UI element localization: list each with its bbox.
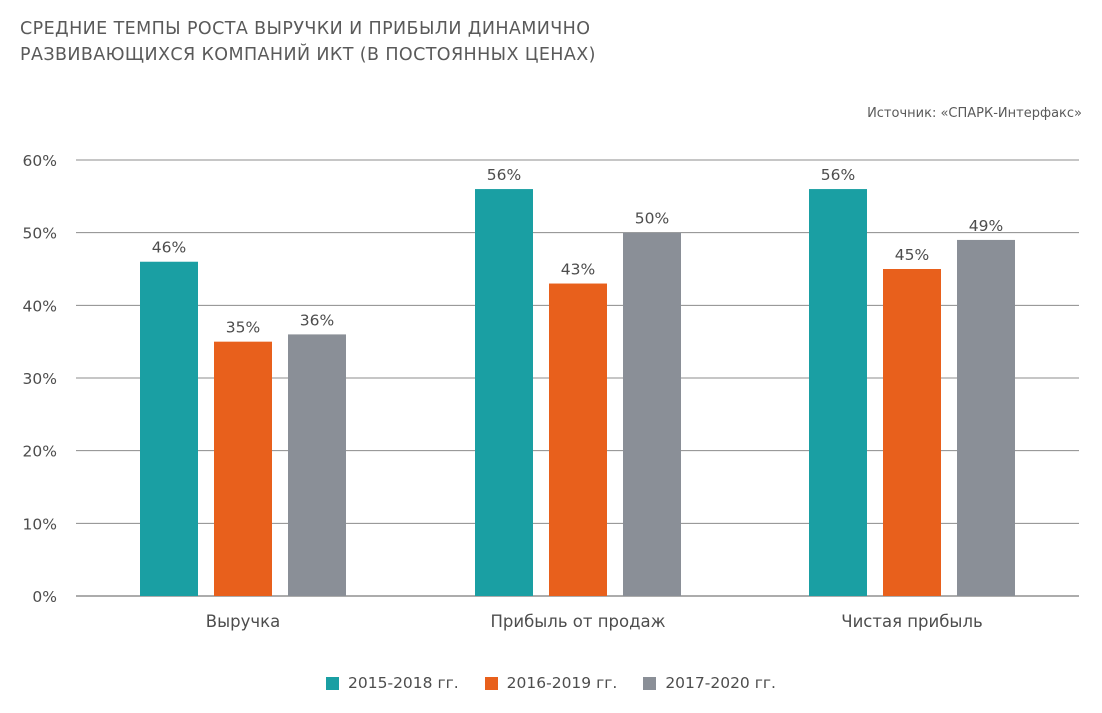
data-label: 56% bbox=[487, 166, 521, 184]
legend-item-2017-2020: 2017-2020 гг. bbox=[643, 674, 776, 692]
y-tick-label: 20% bbox=[23, 443, 57, 461]
legend-swatch bbox=[326, 676, 340, 690]
bar bbox=[288, 334, 346, 596]
category-label: Прибыль от продаж bbox=[490, 612, 665, 631]
data-label: 56% bbox=[821, 166, 855, 184]
bars bbox=[140, 189, 1015, 597]
data-label: 46% bbox=[152, 239, 186, 257]
legend-label: 2017-2020 гг. bbox=[665, 674, 776, 692]
data-label: 36% bbox=[300, 311, 334, 329]
legend: 2015-2018 гг. 2016-2019 гг. 2017-2020 гг… bbox=[0, 674, 1102, 692]
legend-label: 2016-2019 гг. bbox=[506, 674, 618, 692]
data-labels: 46% 35% 36% 56% 43% 50% 56% 45% 49% bbox=[152, 166, 1003, 337]
bar bbox=[809, 189, 867, 597]
y-tick-label: 40% bbox=[23, 297, 57, 315]
bar bbox=[883, 269, 941, 596]
category-label: Чистая прибыль bbox=[841, 612, 982, 631]
chart-title: СРЕДНИЕ ТЕМПЫ РОСТА ВЫРУЧКИ И ПРИБЫЛИ ДИ… bbox=[20, 16, 596, 68]
bar bbox=[214, 341, 272, 596]
bar bbox=[957, 239, 1015, 596]
data-label: 45% bbox=[895, 246, 929, 264]
source-note: Источник: «СПАРК-Интерфакс» bbox=[867, 106, 1082, 121]
category-labels: Выручка Прибыль от продаж Чистая прибыль bbox=[206, 612, 983, 631]
bar bbox=[140, 261, 198, 596]
y-tick-label: 60% bbox=[23, 152, 57, 170]
legend-item-2015-2018: 2015-2018 гг. bbox=[326, 674, 459, 692]
legend-label: 2015-2018 гг. bbox=[348, 674, 459, 692]
bar bbox=[623, 232, 681, 596]
data-label: 50% bbox=[635, 210, 669, 228]
chart-title-line-1: СРЕДНИЕ ТЕМПЫ РОСТА ВЫРУЧКИ И ПРИБЫЛИ ДИ… bbox=[20, 19, 591, 39]
y-tick-label: 10% bbox=[23, 515, 57, 533]
y-tick-label: 30% bbox=[23, 370, 57, 388]
y-tick-label: 0% bbox=[32, 588, 57, 606]
chart-title-line-2: РАЗВИВАЮЩИХСЯ КОМПАНИЙ ИКТ (В ПОСТОЯННЫХ… bbox=[20, 45, 596, 65]
data-label: 43% bbox=[561, 261, 595, 279]
legend-swatch bbox=[484, 676, 498, 690]
data-label: 49% bbox=[969, 217, 1003, 235]
y-axis-tick-labels: 0% 10% 20% 30% 40% 50% 60% bbox=[23, 152, 57, 606]
legend-swatch bbox=[643, 676, 657, 690]
bar bbox=[549, 283, 607, 596]
legend-item-2016-2019: 2016-2019 гг. bbox=[484, 674, 618, 692]
y-tick-label: 50% bbox=[23, 225, 57, 243]
category-label: Выручка bbox=[206, 612, 280, 631]
bar bbox=[475, 189, 533, 597]
data-label: 35% bbox=[226, 319, 260, 337]
